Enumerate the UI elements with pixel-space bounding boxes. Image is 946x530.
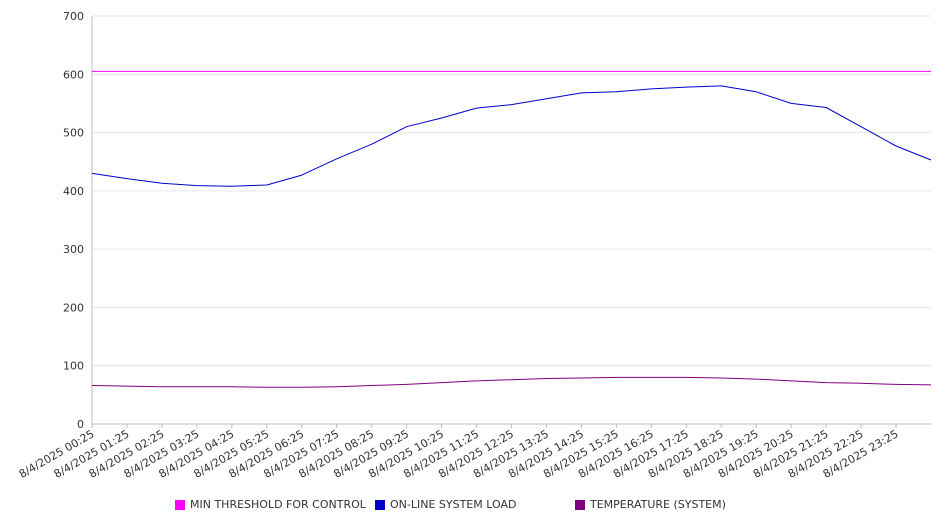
axes [91,16,931,428]
legend-item: TEMPERATURE (SYSTEM) [575,498,726,511]
y-tick-label: 100 [63,360,84,373]
legend-item: ON-LINE SYSTEM LOAD [375,498,516,511]
legend-label: MIN THRESHOLD FOR CONTROL [190,498,366,511]
legend-swatch [575,499,585,510]
y-tick-label: 300 [63,243,84,256]
x-tick-labels: 8/4/2025 00:258/4/2025 01:258/4/2025 02:… [17,427,901,481]
y-tick-label: 500 [63,127,84,140]
series-line-temperature-system [91,376,932,388]
y-tick-label: 0 [77,418,84,431]
y-tick-labels: 0 100 200 300 400 500 600 700 [63,10,84,431]
legend-swatch [175,499,185,510]
y-tick-label: 400 [63,185,84,198]
legend: MIN THRESHOLD FOR CONTROL ON-LINE SYSTEM … [0,498,946,516]
y-tick-label: 700 [63,10,84,23]
series-line-on-line-system-load [91,85,932,187]
grid-lines [92,15,931,367]
y-tick-label: 200 [63,301,84,314]
legend-item: MIN THRESHOLD FOR CONTROL [175,498,366,511]
y-tick-label: 600 [63,68,84,81]
legend-swatch [375,499,385,510]
legend-label: ON-LINE SYSTEM LOAD [390,498,517,511]
legend-label: TEMPERATURE (SYSTEM) [590,498,726,511]
series-lines [91,70,932,388]
